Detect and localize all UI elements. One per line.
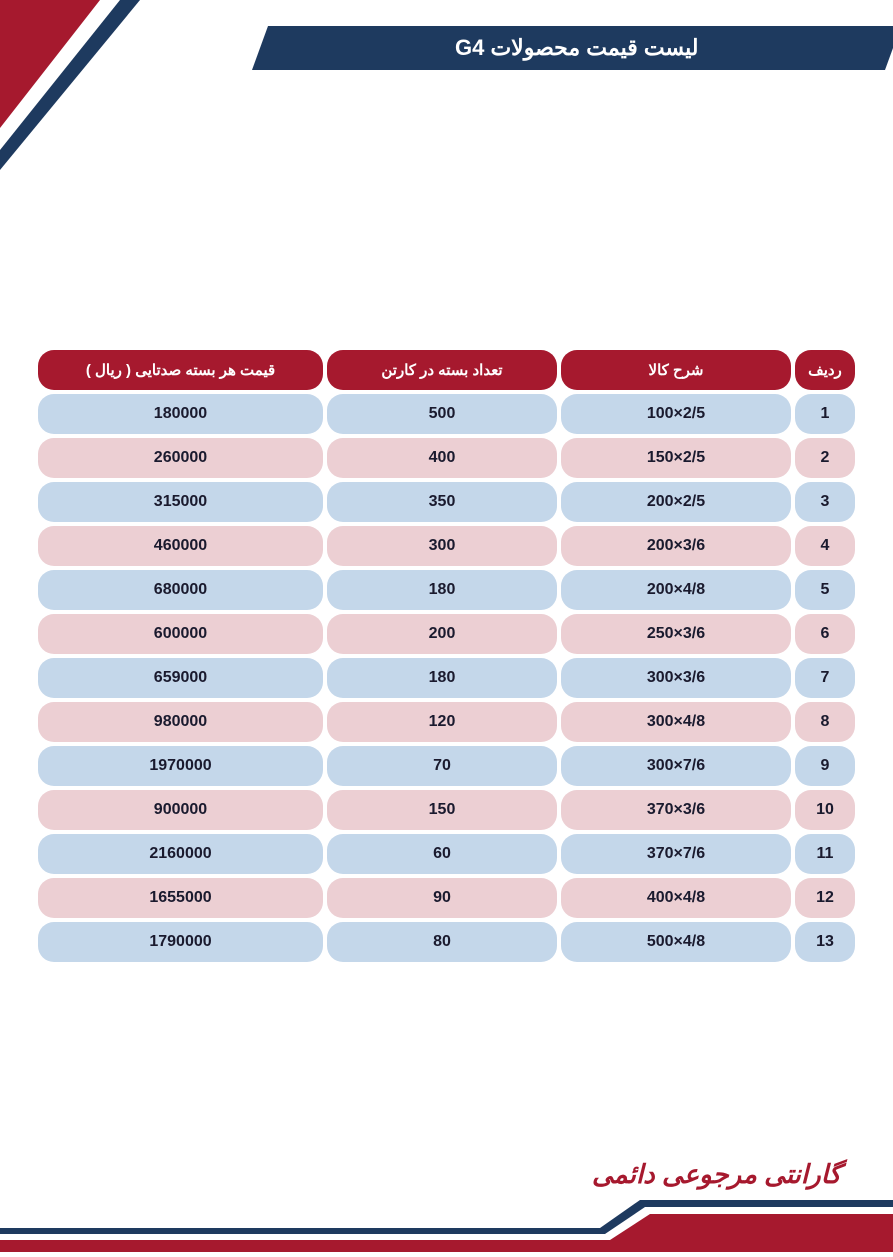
table-row: 165500090400×4/812 (38, 878, 855, 918)
cell-price: 659000 (38, 658, 323, 698)
cell-price: 680000 (38, 570, 323, 610)
cell-desc: 500×4/8 (561, 922, 791, 962)
cell-desc: 200×3/6 (561, 526, 791, 566)
cell-index: 10 (795, 790, 855, 830)
cell-qty: 80 (327, 922, 557, 962)
cell-index: 11 (795, 834, 855, 874)
cell-price: 180000 (38, 394, 323, 434)
table-row: 179000080500×4/813 (38, 922, 855, 962)
table-header: قیمت هر بسته صدتایی ( ریال )تعداد بسته د… (38, 350, 855, 390)
table-row: 900000150370×3/610 (38, 790, 855, 830)
top-corner-decoration (0, 0, 200, 200)
table-row: 460000300200×3/64 (38, 526, 855, 566)
col-header-price: قیمت هر بسته صدتایی ( ریال ) (38, 350, 323, 390)
cell-index: 12 (795, 878, 855, 918)
cell-desc: 400×4/8 (561, 878, 791, 918)
cell-qty: 350 (327, 482, 557, 522)
price-table: قیمت هر بسته صدتایی ( ریال )تعداد بسته د… (38, 350, 855, 962)
col-header-index: ردیف (795, 350, 855, 390)
cell-qty: 120 (327, 702, 557, 742)
cell-price: 600000 (38, 614, 323, 654)
cell-desc: 370×3/6 (561, 790, 791, 830)
cell-qty: 180 (327, 570, 557, 610)
cell-qty: 180 (327, 658, 557, 698)
cell-qty: 200 (327, 614, 557, 654)
cell-desc: 300×3/6 (561, 658, 791, 698)
page-title: لیست قیمت محصولات G4 (455, 35, 698, 61)
cell-desc: 200×2/5 (561, 482, 791, 522)
cell-index: 5 (795, 570, 855, 610)
cell-price: 1655000 (38, 878, 323, 918)
cell-desc: 300×7/6 (561, 746, 791, 786)
cell-index: 6 (795, 614, 855, 654)
cell-desc: 100×2/5 (561, 394, 791, 434)
table-row: 180000500100×2/51 (38, 394, 855, 434)
cell-index: 1 (795, 394, 855, 434)
cell-price: 460000 (38, 526, 323, 566)
table-row: 659000180300×3/67 (38, 658, 855, 698)
title-bar: لیست قیمت محصولات G4 (252, 26, 893, 70)
cell-qty: 300 (327, 526, 557, 566)
cell-desc: 250×3/6 (561, 614, 791, 654)
cell-price: 2160000 (38, 834, 323, 874)
cell-index: 4 (795, 526, 855, 566)
cell-qty: 400 (327, 438, 557, 478)
table-row: 260000400150×2/52 (38, 438, 855, 478)
cell-qty: 60 (327, 834, 557, 874)
cell-qty: 150 (327, 790, 557, 830)
cell-index: 9 (795, 746, 855, 786)
footer-guarantee: گارانتی مرجوعی دائمی (592, 1159, 841, 1190)
col-header-qty: تعداد بسته در کارتن (327, 350, 557, 390)
cell-price: 900000 (38, 790, 323, 830)
cell-index: 7 (795, 658, 855, 698)
table-row: 315000350200×2/53 (38, 482, 855, 522)
table-row: 197000070300×7/69 (38, 746, 855, 786)
table-row: 600000200250×3/66 (38, 614, 855, 654)
table-row: 680000180200×4/85 (38, 570, 855, 610)
cell-index: 13 (795, 922, 855, 962)
table-row: 980000120300×4/88 (38, 702, 855, 742)
col-header-desc: شرح کالا (561, 350, 791, 390)
cell-price: 260000 (38, 438, 323, 478)
cell-desc: 370×7/6 (561, 834, 791, 874)
cell-index: 8 (795, 702, 855, 742)
cell-qty: 90 (327, 878, 557, 918)
cell-index: 3 (795, 482, 855, 522)
cell-qty: 70 (327, 746, 557, 786)
cell-price: 980000 (38, 702, 323, 742)
cell-price: 1970000 (38, 746, 323, 786)
cell-desc: 200×4/8 (561, 570, 791, 610)
cell-price: 1790000 (38, 922, 323, 962)
cell-price: 315000 (38, 482, 323, 522)
cell-qty: 500 (327, 394, 557, 434)
cell-index: 2 (795, 438, 855, 478)
table-row: 216000060370×7/611 (38, 834, 855, 874)
cell-desc: 300×4/8 (561, 702, 791, 742)
cell-desc: 150×2/5 (561, 438, 791, 478)
